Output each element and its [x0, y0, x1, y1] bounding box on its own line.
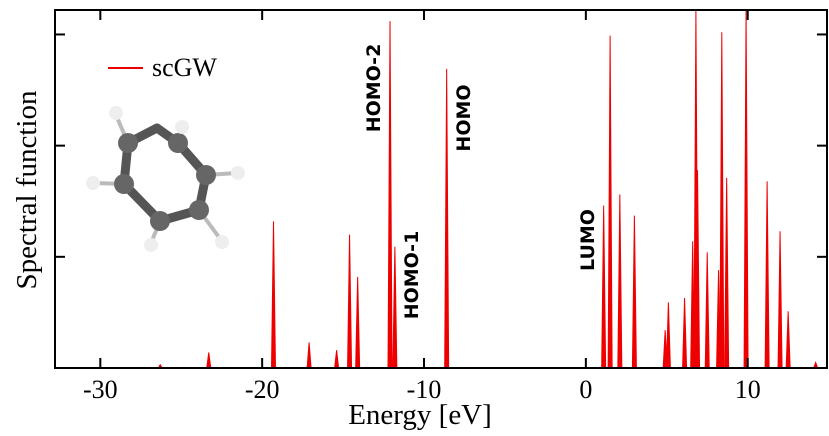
peak	[307, 342, 311, 368]
annotation: HOMO-1	[401, 231, 423, 320]
peak	[393, 247, 397, 368]
peak	[618, 195, 622, 368]
annotation: LUMO	[577, 209, 599, 271]
peak	[445, 69, 449, 368]
peak	[705, 252, 709, 368]
peak	[683, 298, 687, 368]
peak	[388, 21, 392, 368]
y-axis-title: Spectral function	[11, 90, 43, 289]
molecule	[86, 106, 245, 252]
x-tick-label: 10	[735, 375, 761, 404]
annotation: HOMO-2	[363, 44, 385, 133]
peak	[666, 302, 670, 368]
annotation: HOMO	[453, 84, 475, 151]
peak	[765, 181, 769, 368]
peak	[207, 352, 211, 368]
peak	[335, 350, 339, 368]
peak	[786, 311, 790, 368]
peak	[602, 206, 606, 368]
peak	[348, 235, 352, 368]
page: Energy [eV] Spectral function HOMO-2 HOM…	[0, 0, 829, 436]
legend-label: scGW	[152, 53, 217, 82]
x-tick-label: 0	[579, 375, 592, 404]
peak	[632, 216, 636, 368]
peak	[778, 231, 782, 368]
peak	[271, 221, 275, 368]
plot-area	[158, 10, 817, 368]
peak	[720, 32, 724, 368]
peak	[608, 36, 612, 368]
peak	[356, 277, 360, 368]
chart: Energy [eV] Spectral function HOMO-2 HOM…	[0, 0, 829, 436]
x-tick-label: -10	[407, 375, 442, 404]
x-tick-label: -20	[245, 375, 280, 404]
peak	[725, 178, 729, 368]
x-tick-label: -30	[83, 375, 118, 404]
peak	[744, 10, 748, 368]
